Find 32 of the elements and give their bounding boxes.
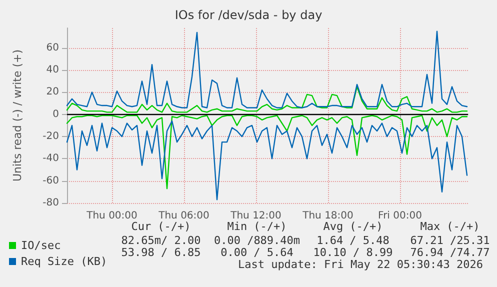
text: 76.94 /74.77 xyxy=(410,246,490,259)
legend-label: Req Size (KB) xyxy=(21,255,108,268)
x-tick-label: Fri 00:00 xyxy=(378,210,422,222)
y-tick-label: 0 xyxy=(52,108,59,120)
x-tick-label: Thu 18:00 xyxy=(302,210,354,222)
x-tick-label: Thu 12:00 xyxy=(230,210,282,222)
y-tick-label: 60 xyxy=(46,42,59,54)
y-tick-label: -20 xyxy=(42,131,59,142)
text: Max (-/+) xyxy=(420,220,480,233)
x-tick-label: Thu 06:00 xyxy=(158,210,210,222)
y-tick-label: -80 xyxy=(42,198,59,208)
x-tick-label: Thu 00:00 xyxy=(86,210,138,222)
text: 1.64 / 5.48 xyxy=(316,234,390,247)
text: 53.98 / 6.85 xyxy=(121,246,201,259)
text: Last update: Fri May 22 05:30:43 2026 xyxy=(238,258,483,271)
line-series xyxy=(66,30,468,108)
y-tick-label: -40 xyxy=(42,153,59,164)
text: Min (-/+) xyxy=(227,220,287,233)
text: 67.21 /25.31 xyxy=(410,234,490,247)
line-series xyxy=(66,120,468,200)
text: 10.10 / 8.99 xyxy=(313,246,393,259)
text: 82.65m/ 2.00 xyxy=(121,234,201,247)
y-tick-label: 20 xyxy=(46,86,59,98)
y-tick-label: -60 xyxy=(42,175,59,186)
text: Cur (-/+) xyxy=(131,220,191,233)
y-tick-label: 40 xyxy=(46,64,59,76)
chart-title: IOs for /dev/sda - by day xyxy=(174,8,322,22)
legend-label: IO/sec xyxy=(21,239,61,252)
y-axis-title: Units read (-) / write (+) xyxy=(11,49,24,182)
text: 0.00 / 5.64 xyxy=(220,246,294,259)
text: Avg (-/+) xyxy=(323,220,383,233)
text: 0.00 /889.40m xyxy=(214,234,300,247)
